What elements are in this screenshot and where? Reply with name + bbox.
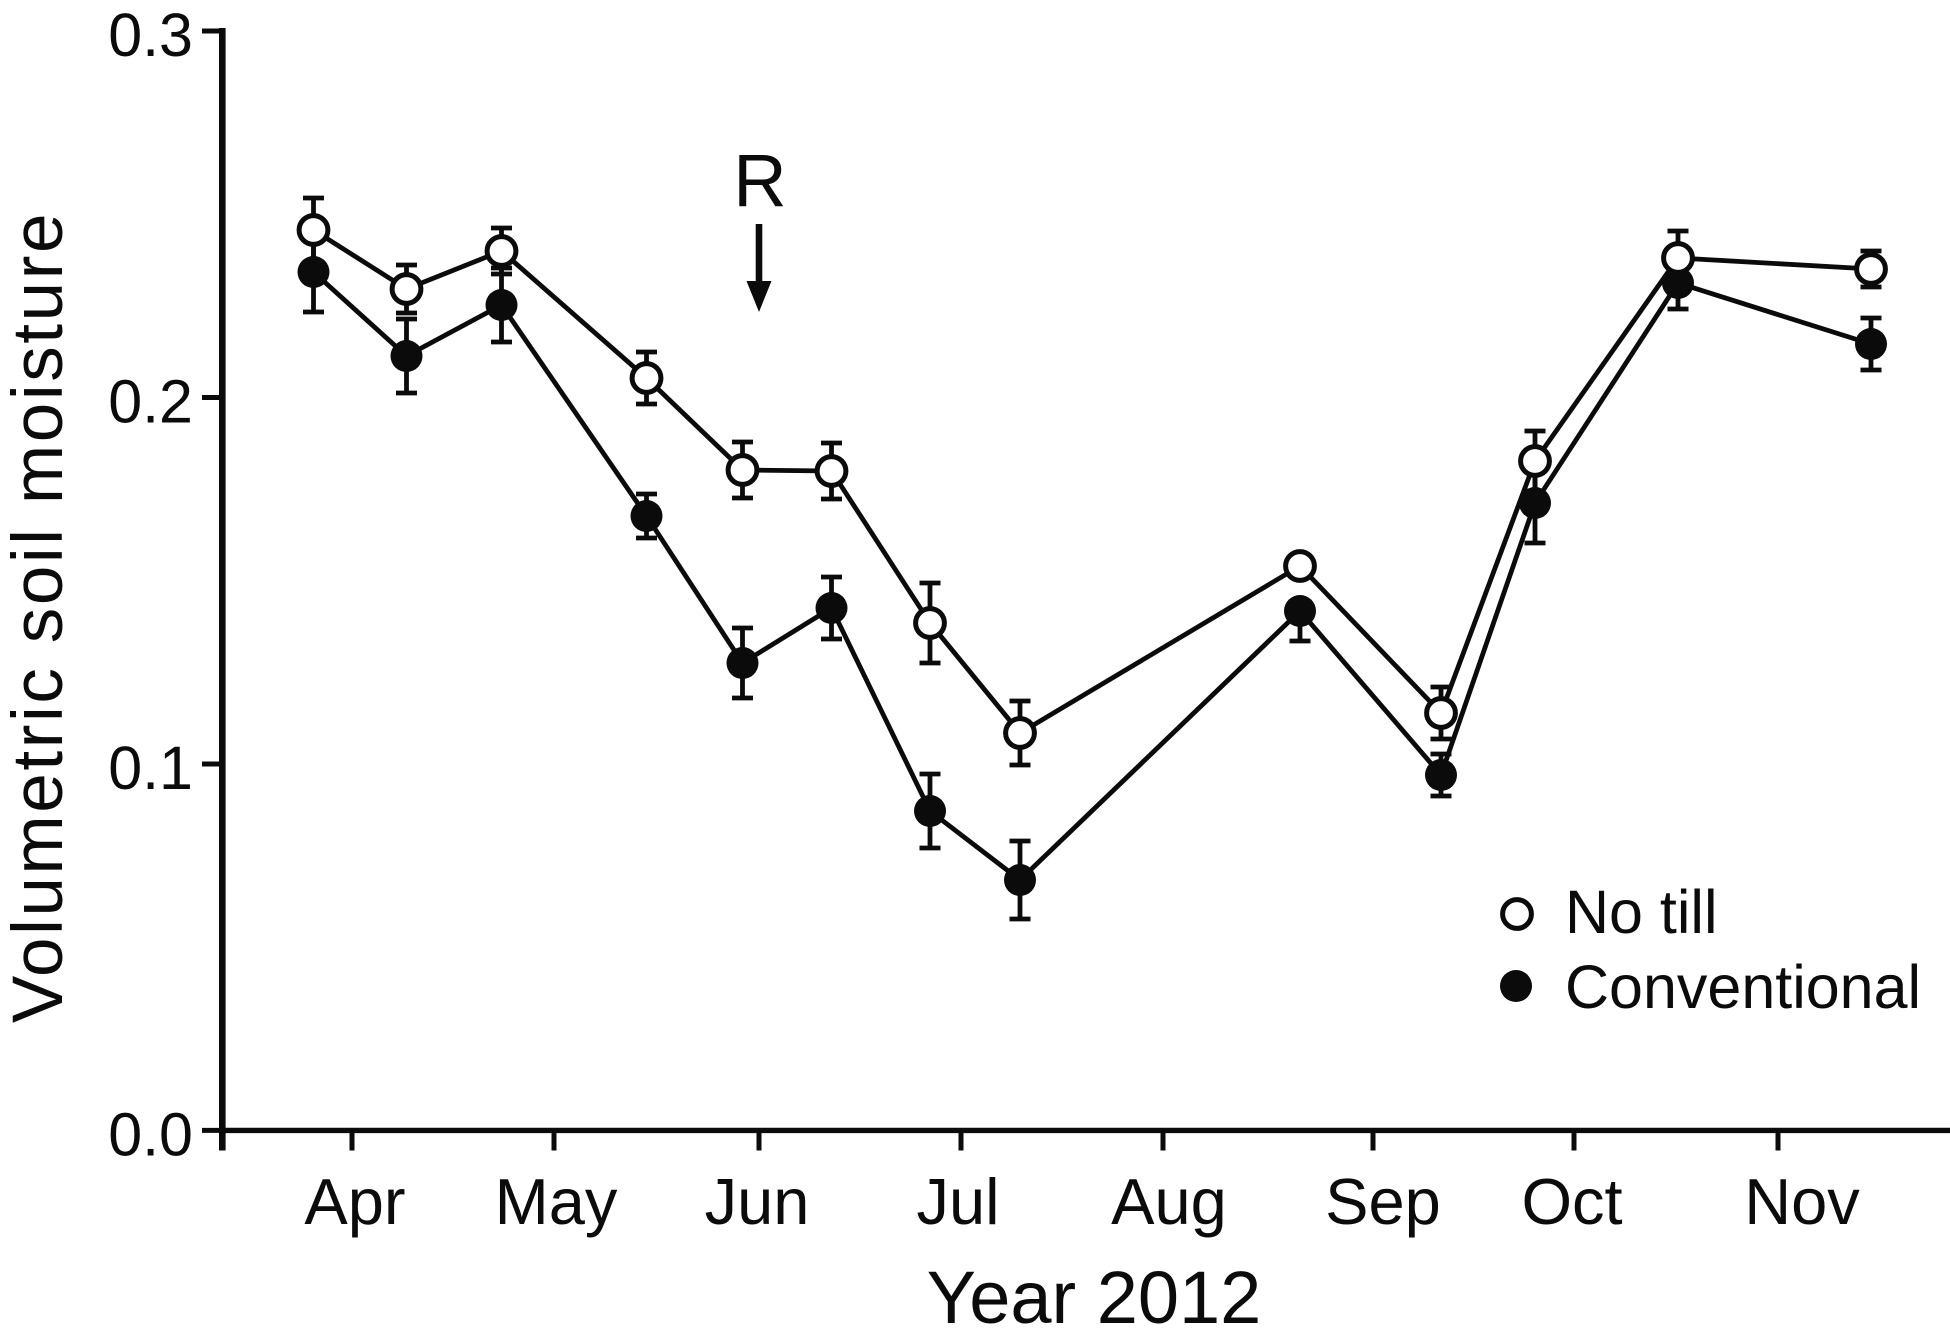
svg-text:Sep: Sep xyxy=(1325,1165,1441,1238)
svg-text:Aug: Aug xyxy=(1111,1165,1227,1238)
svg-text:Jul: Jul xyxy=(916,1165,999,1238)
svg-text:May: May xyxy=(495,1165,618,1238)
svg-text:No till: No till xyxy=(1565,878,1718,946)
svg-text:Volumetric soil moisture: Volumetric soil moisture xyxy=(0,211,78,1023)
svg-text:R: R xyxy=(733,139,786,222)
svg-text:0.3: 0.3 xyxy=(108,1,193,69)
svg-text:Nov: Nov xyxy=(1744,1165,1860,1238)
svg-text:0.1: 0.1 xyxy=(108,734,193,802)
svg-text:Oct: Oct xyxy=(1521,1165,1622,1238)
svg-text:0.2: 0.2 xyxy=(108,368,193,436)
svg-text:Apr: Apr xyxy=(304,1165,405,1238)
svg-text:Year 2012: Year 2012 xyxy=(927,1256,1262,1336)
svg-text:Conventional: Conventional xyxy=(1565,953,1921,1021)
svg-text:Jun: Jun xyxy=(705,1165,810,1238)
svg-text:0.0: 0.0 xyxy=(108,1100,193,1168)
